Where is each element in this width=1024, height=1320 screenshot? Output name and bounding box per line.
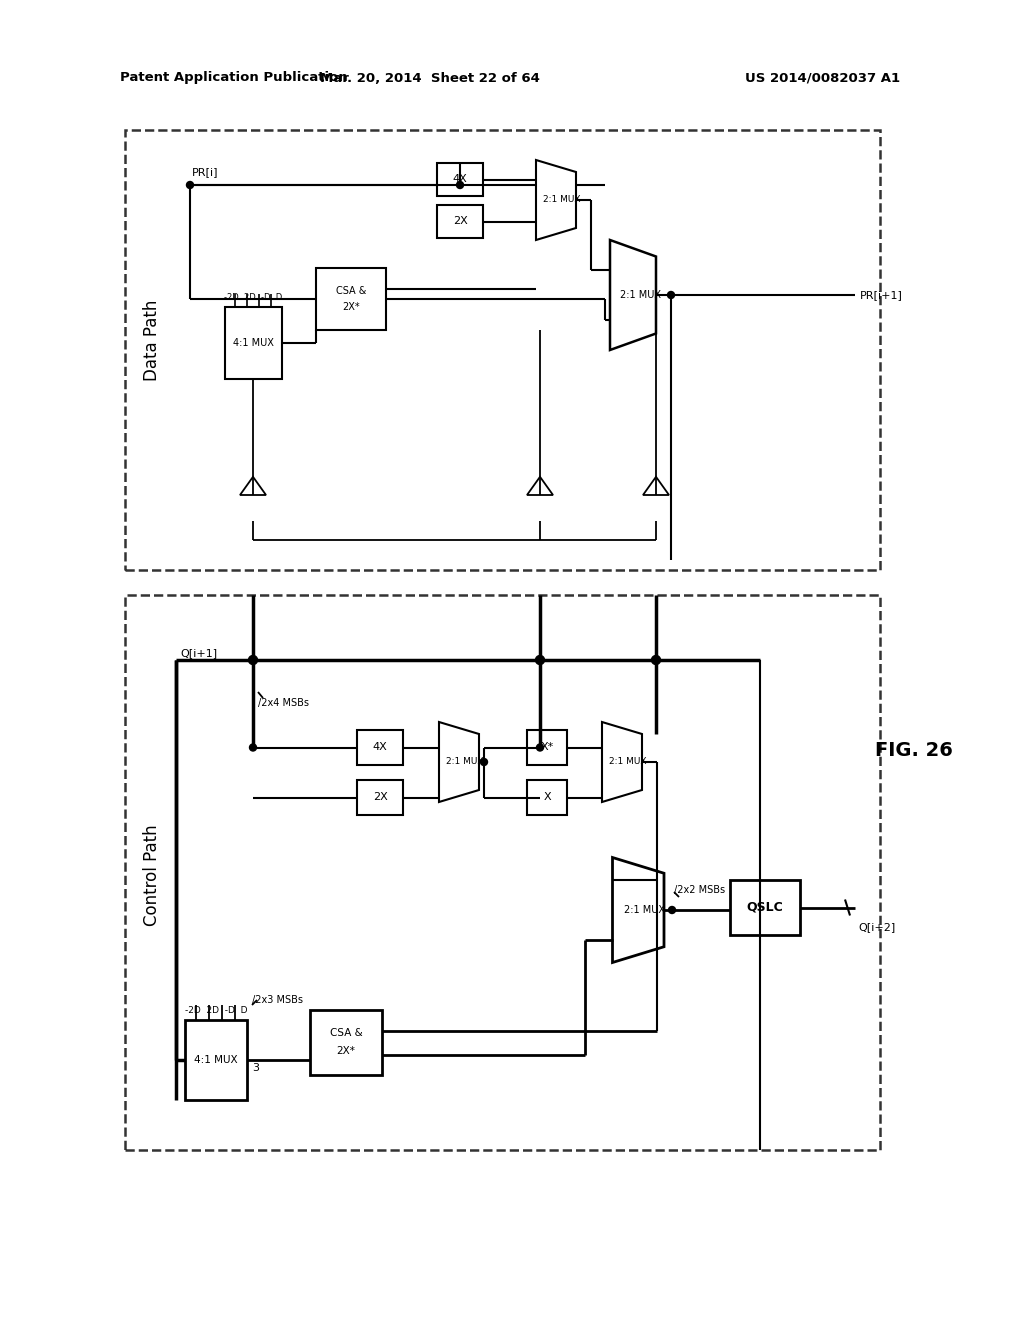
Text: FIG. 26: FIG. 26 [874,741,953,759]
Text: 2:1 MUX: 2:1 MUX [609,758,647,767]
Polygon shape [527,477,553,495]
Text: 2X: 2X [453,216,467,227]
Bar [125,129,880,570]
Circle shape [651,656,660,664]
Circle shape [250,744,256,751]
Text: Control Path: Control Path [143,824,161,925]
Text: 2X*: 2X* [337,1045,355,1056]
Circle shape [537,744,544,751]
Text: QSLC: QSLC [746,902,783,913]
Text: US 2014/0082037 A1: US 2014/0082037 A1 [744,71,900,84]
Bar [527,780,567,814]
Text: 4:1 MUX: 4:1 MUX [195,1055,238,1065]
Bar [185,1020,247,1100]
Text: CSA &: CSA & [330,1027,362,1038]
Text: 2:1 MUX: 2:1 MUX [625,906,666,915]
Text: 2:1 MUX: 2:1 MUX [446,758,483,767]
Polygon shape [602,722,642,803]
Text: Mar. 20, 2014  Sheet 22 of 64: Mar. 20, 2014 Sheet 22 of 64 [321,71,540,84]
Text: Data Path: Data Path [143,300,161,380]
Text: Q[i+1]: Q[i+1] [180,648,217,657]
Circle shape [668,292,675,298]
Circle shape [669,907,676,913]
Bar [527,730,567,766]
Text: /2x3 MSBs: /2x3 MSBs [252,995,303,1005]
Polygon shape [643,477,669,495]
Circle shape [186,181,194,189]
Text: /2x2 MSBs: /2x2 MSBs [674,884,725,895]
Text: PR[i]: PR[i] [193,168,218,177]
Text: Patent Application Publication: Patent Application Publication [120,71,348,84]
Bar [730,880,800,935]
Text: X*: X* [541,742,554,752]
Bar [310,1010,382,1074]
Text: 4:1 MUX: 4:1 MUX [233,338,274,348]
Bar [437,205,483,238]
Polygon shape [610,240,656,350]
Text: PR[i+1]: PR[i+1] [860,290,903,300]
Circle shape [249,656,257,664]
Text: 4X: 4X [453,174,467,185]
Text: 2:1 MUX: 2:1 MUX [544,195,581,205]
Text: Q[i+2]: Q[i+2] [858,923,895,932]
Text: 3: 3 [252,1063,259,1073]
Text: X: X [543,792,551,803]
Bar [316,268,386,330]
Bar [357,730,403,766]
Text: CSA &: CSA & [336,286,367,296]
Text: 2X: 2X [373,792,387,803]
Text: /2x4 MSBs: /2x4 MSBs [258,698,309,708]
Circle shape [457,181,464,189]
Bar [437,162,483,195]
Polygon shape [240,477,266,495]
Text: -2D  2D  -D  D: -2D 2D -D D [184,1006,247,1015]
Text: 2X*: 2X* [342,302,359,312]
Circle shape [480,759,487,766]
Circle shape [536,656,545,664]
Text: 4X: 4X [373,742,387,752]
Polygon shape [439,722,479,803]
Text: 2:1 MUX: 2:1 MUX [620,290,660,300]
Text: -2D  2D  -D  D: -2D 2D -D D [224,293,283,302]
Polygon shape [612,858,664,962]
Bar [125,595,880,1150]
Bar [225,308,282,379]
Polygon shape [536,160,575,240]
Bar [357,780,403,814]
